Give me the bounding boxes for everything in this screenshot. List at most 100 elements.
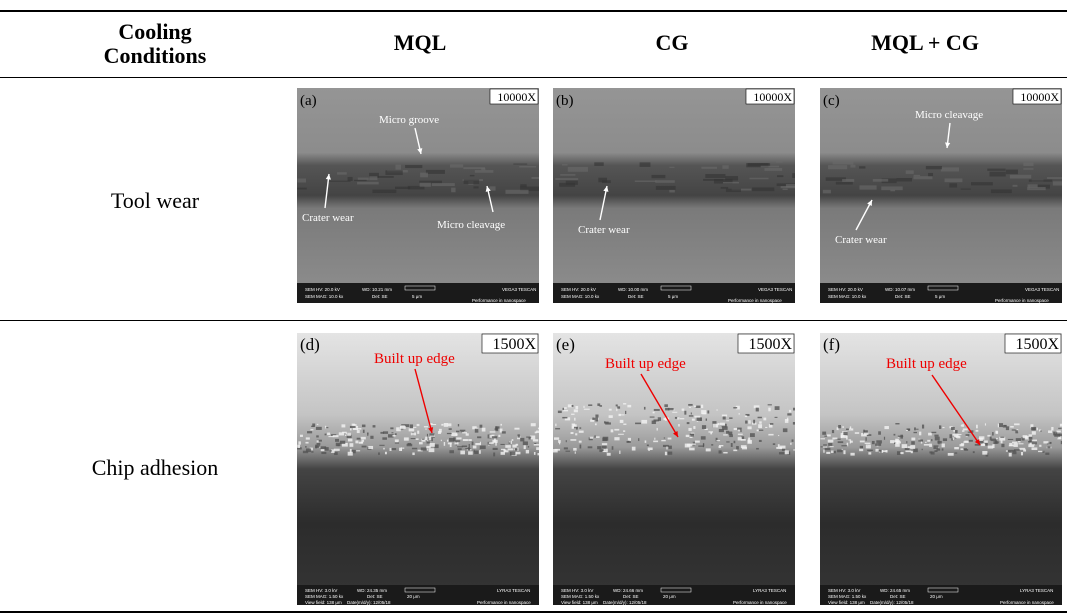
texture bbox=[603, 451, 607, 452]
texture bbox=[653, 412, 655, 414]
texture bbox=[770, 423, 773, 425]
texture bbox=[914, 427, 916, 430]
texture bbox=[1010, 426, 1014, 428]
texture bbox=[336, 443, 341, 446]
texture bbox=[329, 450, 332, 451]
texture bbox=[682, 409, 685, 411]
texture bbox=[320, 446, 326, 449]
texture bbox=[574, 409, 578, 412]
texture bbox=[329, 181, 351, 182]
texture bbox=[733, 450, 737, 452]
texture bbox=[1013, 443, 1017, 447]
texture bbox=[842, 179, 854, 182]
texture bbox=[572, 405, 574, 407]
texture bbox=[961, 189, 971, 190]
texture bbox=[395, 187, 410, 189]
texture bbox=[734, 441, 736, 443]
texture bbox=[1013, 185, 1018, 187]
annotation: Built up edge bbox=[605, 356, 686, 372]
texture bbox=[905, 448, 910, 450]
texture bbox=[729, 417, 732, 418]
texture bbox=[875, 449, 878, 452]
texture bbox=[922, 425, 924, 429]
texture bbox=[451, 433, 457, 436]
texture bbox=[447, 440, 448, 442]
texture bbox=[617, 406, 620, 408]
texture bbox=[1012, 429, 1016, 430]
texture bbox=[741, 436, 744, 439]
texture bbox=[992, 432, 994, 435]
texture bbox=[961, 424, 964, 427]
texture bbox=[711, 444, 713, 445]
texture bbox=[705, 174, 725, 178]
texture bbox=[1032, 441, 1037, 444]
texture bbox=[554, 437, 559, 439]
texture bbox=[706, 448, 711, 451]
texture bbox=[426, 446, 430, 448]
texture bbox=[736, 446, 739, 449]
texture bbox=[475, 170, 494, 173]
texture bbox=[866, 444, 871, 448]
texture bbox=[579, 427, 581, 428]
texture bbox=[575, 406, 578, 409]
texture bbox=[716, 440, 720, 441]
texture bbox=[720, 423, 725, 425]
texture bbox=[475, 443, 480, 445]
texture bbox=[508, 448, 514, 450]
texture bbox=[826, 452, 830, 454]
image-background bbox=[297, 333, 539, 605]
texture bbox=[460, 430, 466, 432]
texture bbox=[402, 448, 404, 449]
texture bbox=[565, 451, 570, 452]
texture bbox=[651, 175, 665, 178]
texture bbox=[495, 428, 498, 432]
texture bbox=[447, 433, 452, 434]
texture bbox=[823, 446, 827, 447]
texture bbox=[768, 404, 772, 405]
info-text: 20 μm bbox=[407, 594, 420, 599]
texture bbox=[355, 440, 358, 443]
texture bbox=[648, 448, 653, 451]
texture bbox=[653, 441, 658, 443]
texture bbox=[595, 436, 599, 438]
texture bbox=[305, 446, 307, 448]
texture bbox=[495, 442, 496, 446]
texture bbox=[1006, 450, 1008, 451]
texture bbox=[432, 183, 455, 186]
texture bbox=[691, 412, 692, 414]
texture bbox=[482, 428, 486, 432]
texture bbox=[897, 178, 912, 182]
texture bbox=[350, 428, 352, 430]
texture bbox=[680, 418, 685, 419]
texture bbox=[1061, 441, 1062, 444]
texture bbox=[843, 432, 847, 435]
texture bbox=[490, 431, 496, 432]
texture bbox=[768, 434, 773, 436]
texture bbox=[645, 440, 647, 442]
texture bbox=[656, 186, 676, 190]
texture bbox=[348, 177, 353, 181]
texture bbox=[411, 438, 416, 439]
texture bbox=[783, 189, 788, 190]
texture bbox=[759, 421, 762, 423]
texture bbox=[644, 407, 646, 410]
texture bbox=[725, 176, 738, 180]
texture bbox=[493, 452, 495, 456]
texture bbox=[1058, 428, 1061, 429]
texture bbox=[723, 182, 739, 183]
texture bbox=[480, 445, 486, 449]
texture bbox=[498, 435, 500, 437]
texture bbox=[312, 423, 315, 426]
texture bbox=[686, 435, 690, 437]
texture bbox=[657, 428, 658, 431]
texture bbox=[886, 450, 888, 453]
texture bbox=[668, 438, 672, 440]
texture bbox=[536, 431, 539, 433]
texture bbox=[750, 433, 755, 437]
texture bbox=[526, 450, 529, 453]
texture bbox=[855, 432, 859, 434]
texture bbox=[933, 445, 938, 449]
texture bbox=[395, 433, 397, 435]
texture bbox=[334, 449, 340, 451]
texture bbox=[943, 438, 947, 441]
